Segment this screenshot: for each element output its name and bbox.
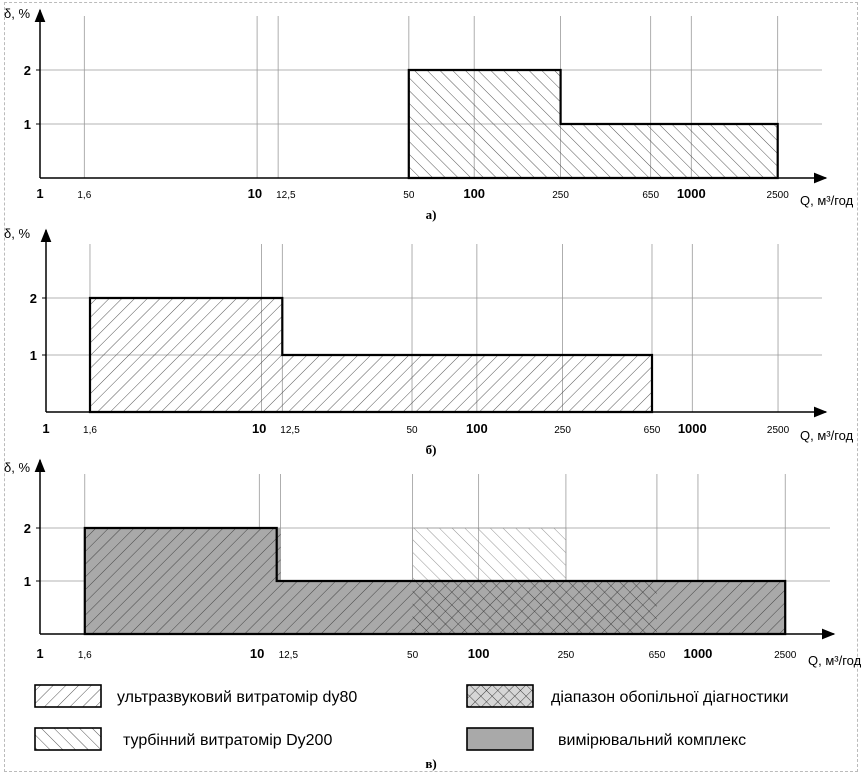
y-tick-label: 2 <box>30 291 37 306</box>
y-axis-label: δ, % <box>4 226 30 241</box>
x-tick-label: 100 <box>463 186 485 201</box>
x-axis-label: Q, м³/год <box>808 653 862 668</box>
panel-caption: а) <box>426 207 437 222</box>
x-tick-label: 650 <box>644 425 661 436</box>
x-tick-label: 1000 <box>677 186 706 201</box>
x-tick-label: 650 <box>642 190 659 201</box>
x-tick-label: 250 <box>554 425 571 436</box>
x-tick-label: 100 <box>468 646 490 661</box>
x-tick-label: 12,5 <box>280 425 300 436</box>
x-tick-label: 50 <box>407 650 419 661</box>
series-area-joint <box>412 581 657 634</box>
legend-swatch-turbine <box>34 727 102 751</box>
x-tick-label: 10 <box>250 646 264 661</box>
series-area-turbine <box>407 68 779 180</box>
legend: ультразвуковий витратомір dy80 діапазон о… <box>34 684 789 751</box>
panel-caption: в) <box>425 756 436 771</box>
panel-caption: б) <box>426 442 437 457</box>
x-tick-label: 1000 <box>678 421 707 436</box>
y-axis-label: δ, % <box>4 460 30 475</box>
legend-label-joint: діапазон обопільної діагностики <box>551 689 789 706</box>
x-tick-label: 1 <box>36 646 43 661</box>
x-axis-label: Q, м³/год <box>800 193 854 208</box>
x-tick-label: 1000 <box>683 646 712 661</box>
x-tick-label: 250 <box>552 190 569 201</box>
y-tick-label: 1 <box>24 574 31 589</box>
x-tick-label: 650 <box>649 650 666 661</box>
legend-label-turbine: турбінний витратомір Dy200 <box>123 732 332 749</box>
y-tick-label: 1 <box>24 117 31 132</box>
x-tick-label: 2500 <box>767 190 790 201</box>
y-axis-label: δ, % <box>4 6 30 21</box>
x-tick-label: 100 <box>466 421 488 436</box>
x-tick-label: 50 <box>403 190 415 201</box>
x-tick-label: 1,6 <box>77 190 91 201</box>
x-tick-label: 10 <box>248 186 262 201</box>
x-tick-label: 50 <box>406 425 418 436</box>
chart-panel-b: 1 2 1 1,6 10 12,5 50 100 250 650 1000 2500 Q, м³/год… <box>4 226 854 457</box>
y-tick-label: 2 <box>24 63 31 78</box>
legend-swatch-joint <box>466 684 534 708</box>
x-tick-label: 1 <box>36 186 43 201</box>
y-tick-label: 1 <box>30 348 37 363</box>
legend-swatch-complex <box>466 727 534 751</box>
x-tick-label: 1 <box>42 421 49 436</box>
series-area-ultrasonic <box>88 296 654 414</box>
legend-label-ultrasonic: ультразвуковий витратомір dy80 <box>117 689 357 706</box>
x-tick-label: 1,6 <box>78 650 92 661</box>
x-tick-label: 12,5 <box>279 650 299 661</box>
x-tick-label: 1,6 <box>83 425 97 436</box>
x-tick-label: 2500 <box>774 650 797 661</box>
chart-panel-a: 1 2 1 1,6 10 12,5 50 100 250 650 1000 2500 Q, м³/год… <box>4 6 854 222</box>
chart-panel-c: 1 2 1 1,6 10 12,5 50 100 250 650 1000 2500 Q, м³/год… <box>4 458 862 771</box>
x-axis-label: Q, м³/год <box>800 428 854 443</box>
x-tick-label: 250 <box>558 650 575 661</box>
legend-swatch-ultrasonic <box>34 684 102 708</box>
y-tick-label: 2 <box>24 521 31 536</box>
x-tick-label: 12,5 <box>276 190 296 201</box>
x-tick-label: 10 <box>252 421 266 436</box>
x-tick-label: 2500 <box>767 425 790 436</box>
legend-label-complex: вимірювальний комплекс <box>558 732 746 749</box>
